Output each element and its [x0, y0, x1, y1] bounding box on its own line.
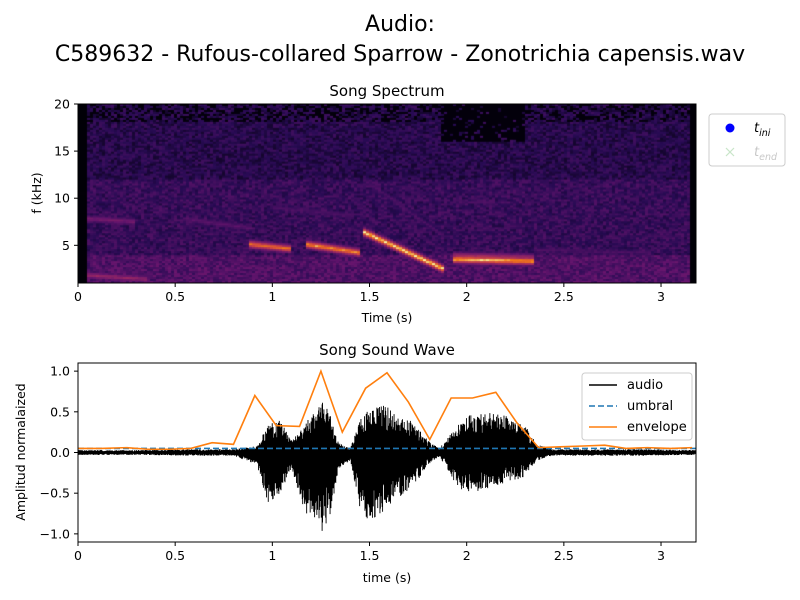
- spectrogram-image: [78, 104, 696, 283]
- spectrum-x-tick-label: 1.5: [360, 289, 380, 304]
- legend-t-ini-sub: ini: [759, 128, 771, 139]
- wave-legend-box: [581, 372, 693, 441]
- audio-waveform: [78, 402, 696, 531]
- wave-y-label: Amplitud normalaized: [13, 383, 28, 520]
- spectrum-y-label: f (kHz): [29, 172, 44, 213]
- wave-plot-area: [78, 368, 696, 531]
- spectrum-x-label: Time (s): [361, 310, 413, 325]
- spectrum-panel: Song Spectrum 0 0.5 1 1.5 2 2.5 3 5 10 15 20 Time…: [29, 82, 786, 325]
- spectrum-y-tick-label: 5: [62, 238, 70, 253]
- wave-y-tick-label: 0.5: [50, 404, 70, 419]
- figure-title-line2: C589632 - Rufous-collared Sparrow - Zono…: [55, 42, 745, 67]
- legend-t-end-label: tend: [754, 145, 778, 163]
- spectrum-x-ticks: 0 0.5 1 1.5 2 2.5 3: [74, 283, 665, 304]
- spectrum-title: Song Spectrum: [329, 82, 444, 100]
- legend-umbral-label: umbral: [627, 399, 673, 414]
- spectrum-y-tick-label: 20: [54, 97, 70, 112]
- figure-title-line1: Audio:: [365, 12, 435, 37]
- wave-panel: Song Sound Wave 0 0.5 1 1.5 2 2.5 3 1.0 0.5 0.0 −…: [13, 341, 697, 585]
- legend-t-end-sub: end: [759, 152, 778, 163]
- wave-x-tick-label: 3: [657, 548, 665, 563]
- legend-t-ini-marker: [725, 123, 735, 133]
- wave-y-tick-label: 1.0: [50, 364, 70, 379]
- legend-t-ini-base: t: [754, 121, 760, 136]
- legend-t-end-marker: [725, 147, 735, 157]
- spectrum-x-tick-label: 0.5: [165, 289, 185, 304]
- wave-x-tick-label: 2.5: [554, 548, 574, 563]
- wave-x-label: time (s): [363, 570, 411, 585]
- spectrum-x-tick-label: 1: [268, 289, 276, 304]
- spectrogram-raster: [78, 104, 696, 283]
- legend-envelope-label: envelope: [627, 420, 687, 435]
- legend-t-ini-label: tini: [754, 121, 771, 139]
- wave-y-tick-label: 0.0: [50, 445, 70, 460]
- wave-legend: audio umbral envelope: [581, 372, 693, 441]
- spectrum-x-tick-label: 2: [463, 289, 471, 304]
- wave-y-ticks: 1.0 0.5 0.0 −0.5 −1.0: [40, 364, 78, 541]
- spectrum-x-tick-label: 0: [74, 289, 82, 304]
- wave-y-tick-label: −1.0: [40, 526, 70, 541]
- spectrum-y-tick-label: 10: [54, 191, 70, 206]
- spectrum-y-tick-label: 15: [54, 144, 70, 159]
- wave-x-tick-label: 0: [74, 548, 82, 563]
- spectrum-axes-frame: [77, 103, 697, 284]
- spectrum-x-tick-label: 2.5: [554, 289, 574, 304]
- spectrum-y-ticks: 5 10 15 20: [54, 97, 78, 253]
- wave-x-tick-label: 1.5: [360, 548, 380, 563]
- wave-x-tick-label: 1: [268, 548, 276, 563]
- wave-x-tick-label: 0.5: [165, 548, 185, 563]
- wave-x-ticks: 0 0.5 1 1.5 2 2.5 3: [74, 542, 665, 563]
- spectrum-x-tick-label: 3: [657, 289, 665, 304]
- legend-audio-label: audio: [627, 378, 663, 393]
- wave-x-tick-label: 2: [463, 548, 471, 563]
- wave-y-tick-label: −0.5: [40, 486, 70, 501]
- legend-t-end-base: t: [754, 145, 760, 160]
- envelope-line: [78, 368, 693, 451]
- spectrum-legend: tini tend: [708, 113, 786, 167]
- wave-title: Song Sound Wave: [319, 341, 455, 359]
